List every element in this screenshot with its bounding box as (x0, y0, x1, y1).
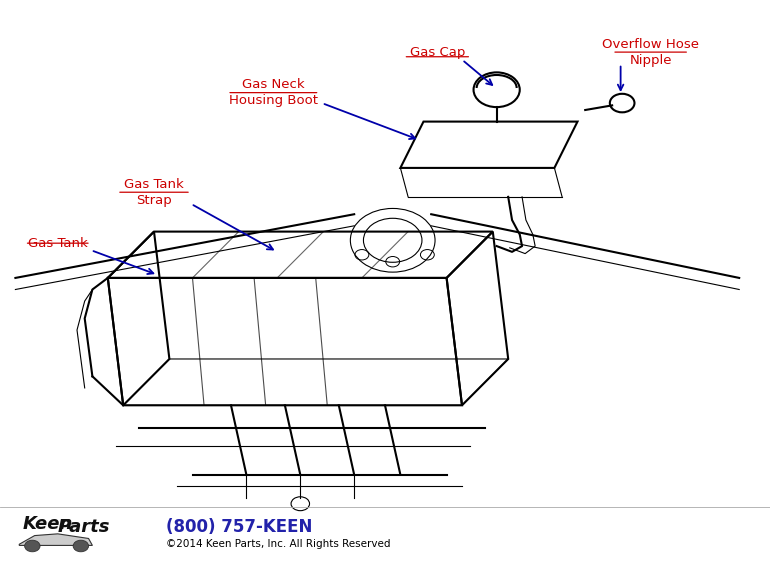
Text: Gas Tank
Strap: Gas Tank Strap (124, 178, 184, 207)
Polygon shape (19, 534, 92, 545)
Text: (800) 757-KEEN: (800) 757-KEEN (166, 518, 312, 536)
Circle shape (25, 540, 40, 552)
Text: Gas Cap: Gas Cap (410, 46, 465, 58)
Circle shape (73, 540, 89, 552)
Text: Keen: Keen (23, 515, 73, 533)
Text: Gas Neck
Housing Boot: Gas Neck Housing Boot (229, 78, 318, 107)
Text: Parts: Parts (58, 518, 110, 536)
Text: Gas Tank: Gas Tank (28, 237, 88, 250)
Text: Overflow Hose
Nipple: Overflow Hose Nipple (602, 38, 699, 67)
Text: ©2014 Keen Parts, Inc. All Rights Reserved: ©2014 Keen Parts, Inc. All Rights Reserv… (166, 539, 390, 549)
